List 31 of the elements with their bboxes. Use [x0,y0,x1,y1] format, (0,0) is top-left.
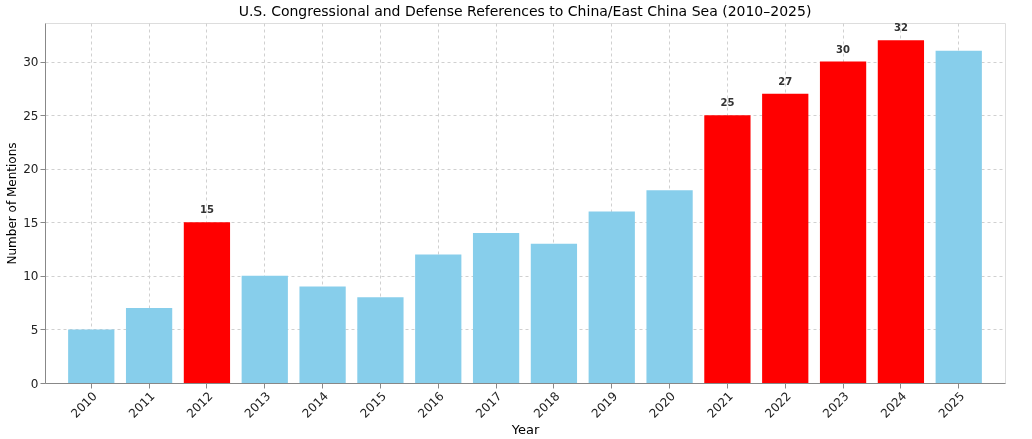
data-label: 25 [720,97,735,109]
data-label: 30 [836,43,851,55]
bar [877,40,925,383]
bar [762,93,809,383]
bar [588,211,635,383]
y-tick-label: 10 [23,269,39,284]
y-tick-label: 0 [30,376,39,391]
y-tick-label: 5 [30,322,39,337]
bar [819,61,867,383]
bar [415,254,462,383]
data-label: 32 [893,22,908,34]
y-tick-label: 30 [23,55,39,70]
y-tick-label: 20 [23,162,39,177]
y-tick-label: 25 [23,108,39,123]
x-axis-title: Year [510,421,540,437]
bar [357,297,404,383]
y-axis-title: Number of Mentions [5,142,20,265]
chart-title: U.S. Congressional and Defense References to China/East China Sea (2010–2025) [238,3,812,19]
bar [68,329,115,383]
bar [472,233,520,383]
bar [704,115,751,383]
bar [183,222,231,383]
bar [299,286,346,383]
bar [935,50,982,383]
bar [241,275,288,383]
bar [646,190,693,383]
bar [125,308,173,383]
bar [530,243,578,383]
data-label: 27 [778,75,793,87]
data-label: 15 [199,204,214,216]
y-tick-label: 15 [23,215,39,230]
